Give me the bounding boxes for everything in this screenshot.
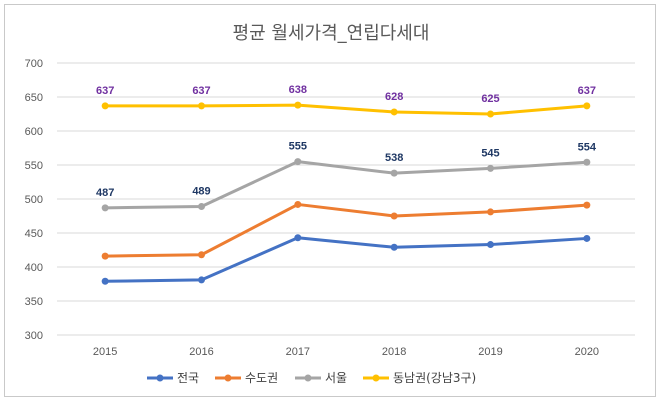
y-tick-label: 550: [25, 160, 43, 172]
x-axis-ticks: 2015 2016 2017 2018 2019 2020: [93, 346, 599, 358]
chart-title: 평균 월세가격_연립다세대: [233, 23, 430, 44]
x-tick-label: 2017: [286, 346, 310, 358]
legend-item-2: 수도권: [215, 371, 278, 385]
legend-item-4: 동남권(강남3구): [363, 371, 476, 385]
legend-label: 수도권: [245, 371, 278, 385]
line-chart: 평균 월세가격_연립다세대 300 350 400 450 500 550 600 650 70…: [25, 23, 635, 385]
x-tick-label: 2015: [93, 346, 117, 358]
data-label: 637: [578, 85, 596, 97]
chart-frame: 평균 월세가격_연립다세대 300 350 400 450 500 550 600 650 70…: [4, 4, 656, 397]
y-tick-label: 400: [25, 262, 43, 274]
legend-label: 전국: [177, 371, 199, 385]
data-point: [294, 234, 302, 242]
data-label: 489: [192, 185, 210, 197]
data-point: [390, 243, 398, 251]
data-point: [390, 212, 398, 220]
x-tick-label: 2018: [382, 346, 406, 358]
legend-swatch-marker: [156, 374, 164, 382]
data-label: 545: [481, 147, 499, 159]
legend-swatch-marker: [372, 374, 380, 382]
data-label: 555: [289, 141, 307, 153]
data-point: [294, 101, 302, 109]
data-point: [101, 204, 109, 212]
legend-swatch-marker: [224, 374, 232, 382]
series-line-4: [105, 103, 587, 116]
data-label: 637: [192, 85, 210, 97]
data-point: [101, 102, 109, 110]
data-label: 554: [578, 141, 597, 153]
data-point: [487, 164, 494, 172]
series-line-2: [105, 202, 587, 258]
data-point: [390, 108, 398, 116]
series-line-1: [105, 236, 587, 283]
data-point: [583, 158, 591, 166]
legend-label: 서울: [325, 371, 347, 385]
data-point: [294, 200, 302, 208]
data-label: 628: [385, 91, 403, 103]
y-tick-label: 500: [25, 194, 43, 206]
data-point: [583, 102, 591, 110]
data-point: [294, 158, 302, 166]
data-point: [487, 110, 494, 118]
x-tick-label: 2016: [189, 346, 213, 358]
data-point: [198, 251, 205, 259]
legend: 전국 수도권 서울 동남권(강남3구): [147, 371, 476, 385]
data-point: [487, 241, 494, 249]
series-line-3: [105, 160, 587, 210]
data-point: [583, 234, 591, 242]
legend-item-3: 서울: [295, 371, 347, 385]
legend-label: 동남권(강남3구): [393, 371, 476, 385]
data-label: 625: [481, 93, 499, 105]
data-labels: 487 489 555 538 545 554 637 637 638 628 625 637: [96, 84, 597, 199]
data-label: 637: [96, 85, 114, 97]
y-tick-label: 600: [25, 126, 43, 138]
data-label: 638: [289, 84, 307, 96]
series-group: [101, 101, 591, 285]
y-tick-label: 700: [25, 58, 43, 70]
x-tick-label: 2020: [575, 346, 599, 358]
y-tick-label: 350: [25, 296, 43, 308]
y-axis-ticks: 300 350 400 450 500 550 600 650 700: [25, 58, 43, 342]
data-point: [198, 276, 205, 284]
data-label: 538: [385, 152, 403, 164]
legend-swatch-marker: [304, 374, 312, 382]
data-point: [198, 202, 205, 210]
data-point: [583, 201, 591, 209]
y-tick-label: 300: [25, 330, 43, 342]
y-tick-label: 450: [25, 228, 43, 240]
data-point: [101, 277, 109, 285]
x-tick-label: 2019: [478, 346, 502, 358]
data-label: 487: [96, 187, 114, 199]
data-point: [198, 102, 205, 110]
data-point: [101, 252, 109, 260]
data-point: [390, 169, 398, 177]
data-point: [487, 208, 494, 216]
y-tick-label: 650: [25, 92, 43, 104]
gridlines: [57, 62, 635, 336]
legend-item-1: 전국: [147, 371, 199, 385]
